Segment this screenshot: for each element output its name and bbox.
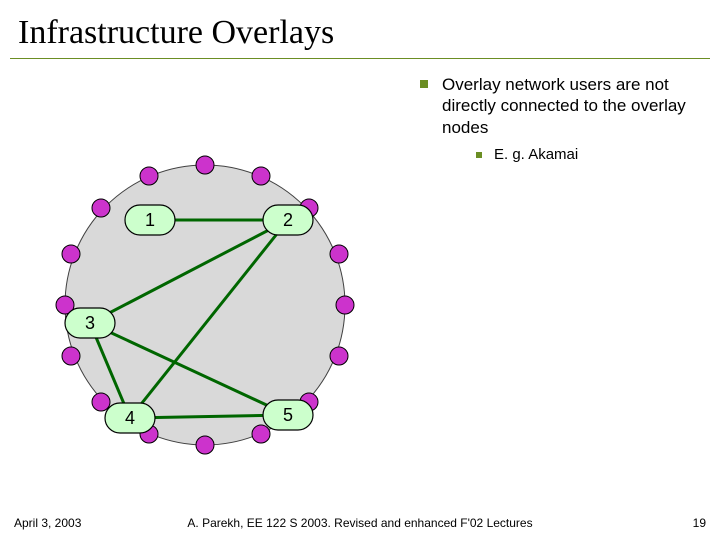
bullet-square-icon — [420, 80, 428, 88]
svg-text:2: 2 — [283, 210, 293, 230]
footer-page: 19 — [693, 516, 706, 530]
footer-center: A. Parekh, EE 122 S 2003. Revised and en… — [187, 516, 532, 530]
svg-text:5: 5 — [283, 405, 293, 425]
svg-text:3: 3 — [85, 313, 95, 333]
bullet-main: Overlay network users are not directly c… — [420, 74, 708, 138]
svg-text:1: 1 — [145, 210, 155, 230]
overlay-diagram: 1 2 3 4 5 — [25, 150, 385, 460]
bullet-sub-text: E. g. Akamai — [494, 146, 578, 163]
footer-date: April 3, 2003 — [14, 516, 81, 530]
slide-title: Infrastructure Overlays — [0, 0, 720, 58]
bullet-main-text: Overlay network users are not directly c… — [442, 74, 708, 138]
title-divider — [10, 58, 710, 59]
bullet-sub: E. g. Akamai — [476, 146, 708, 163]
bullet-square-icon — [476, 152, 482, 158]
svg-text:4: 4 — [125, 408, 135, 428]
